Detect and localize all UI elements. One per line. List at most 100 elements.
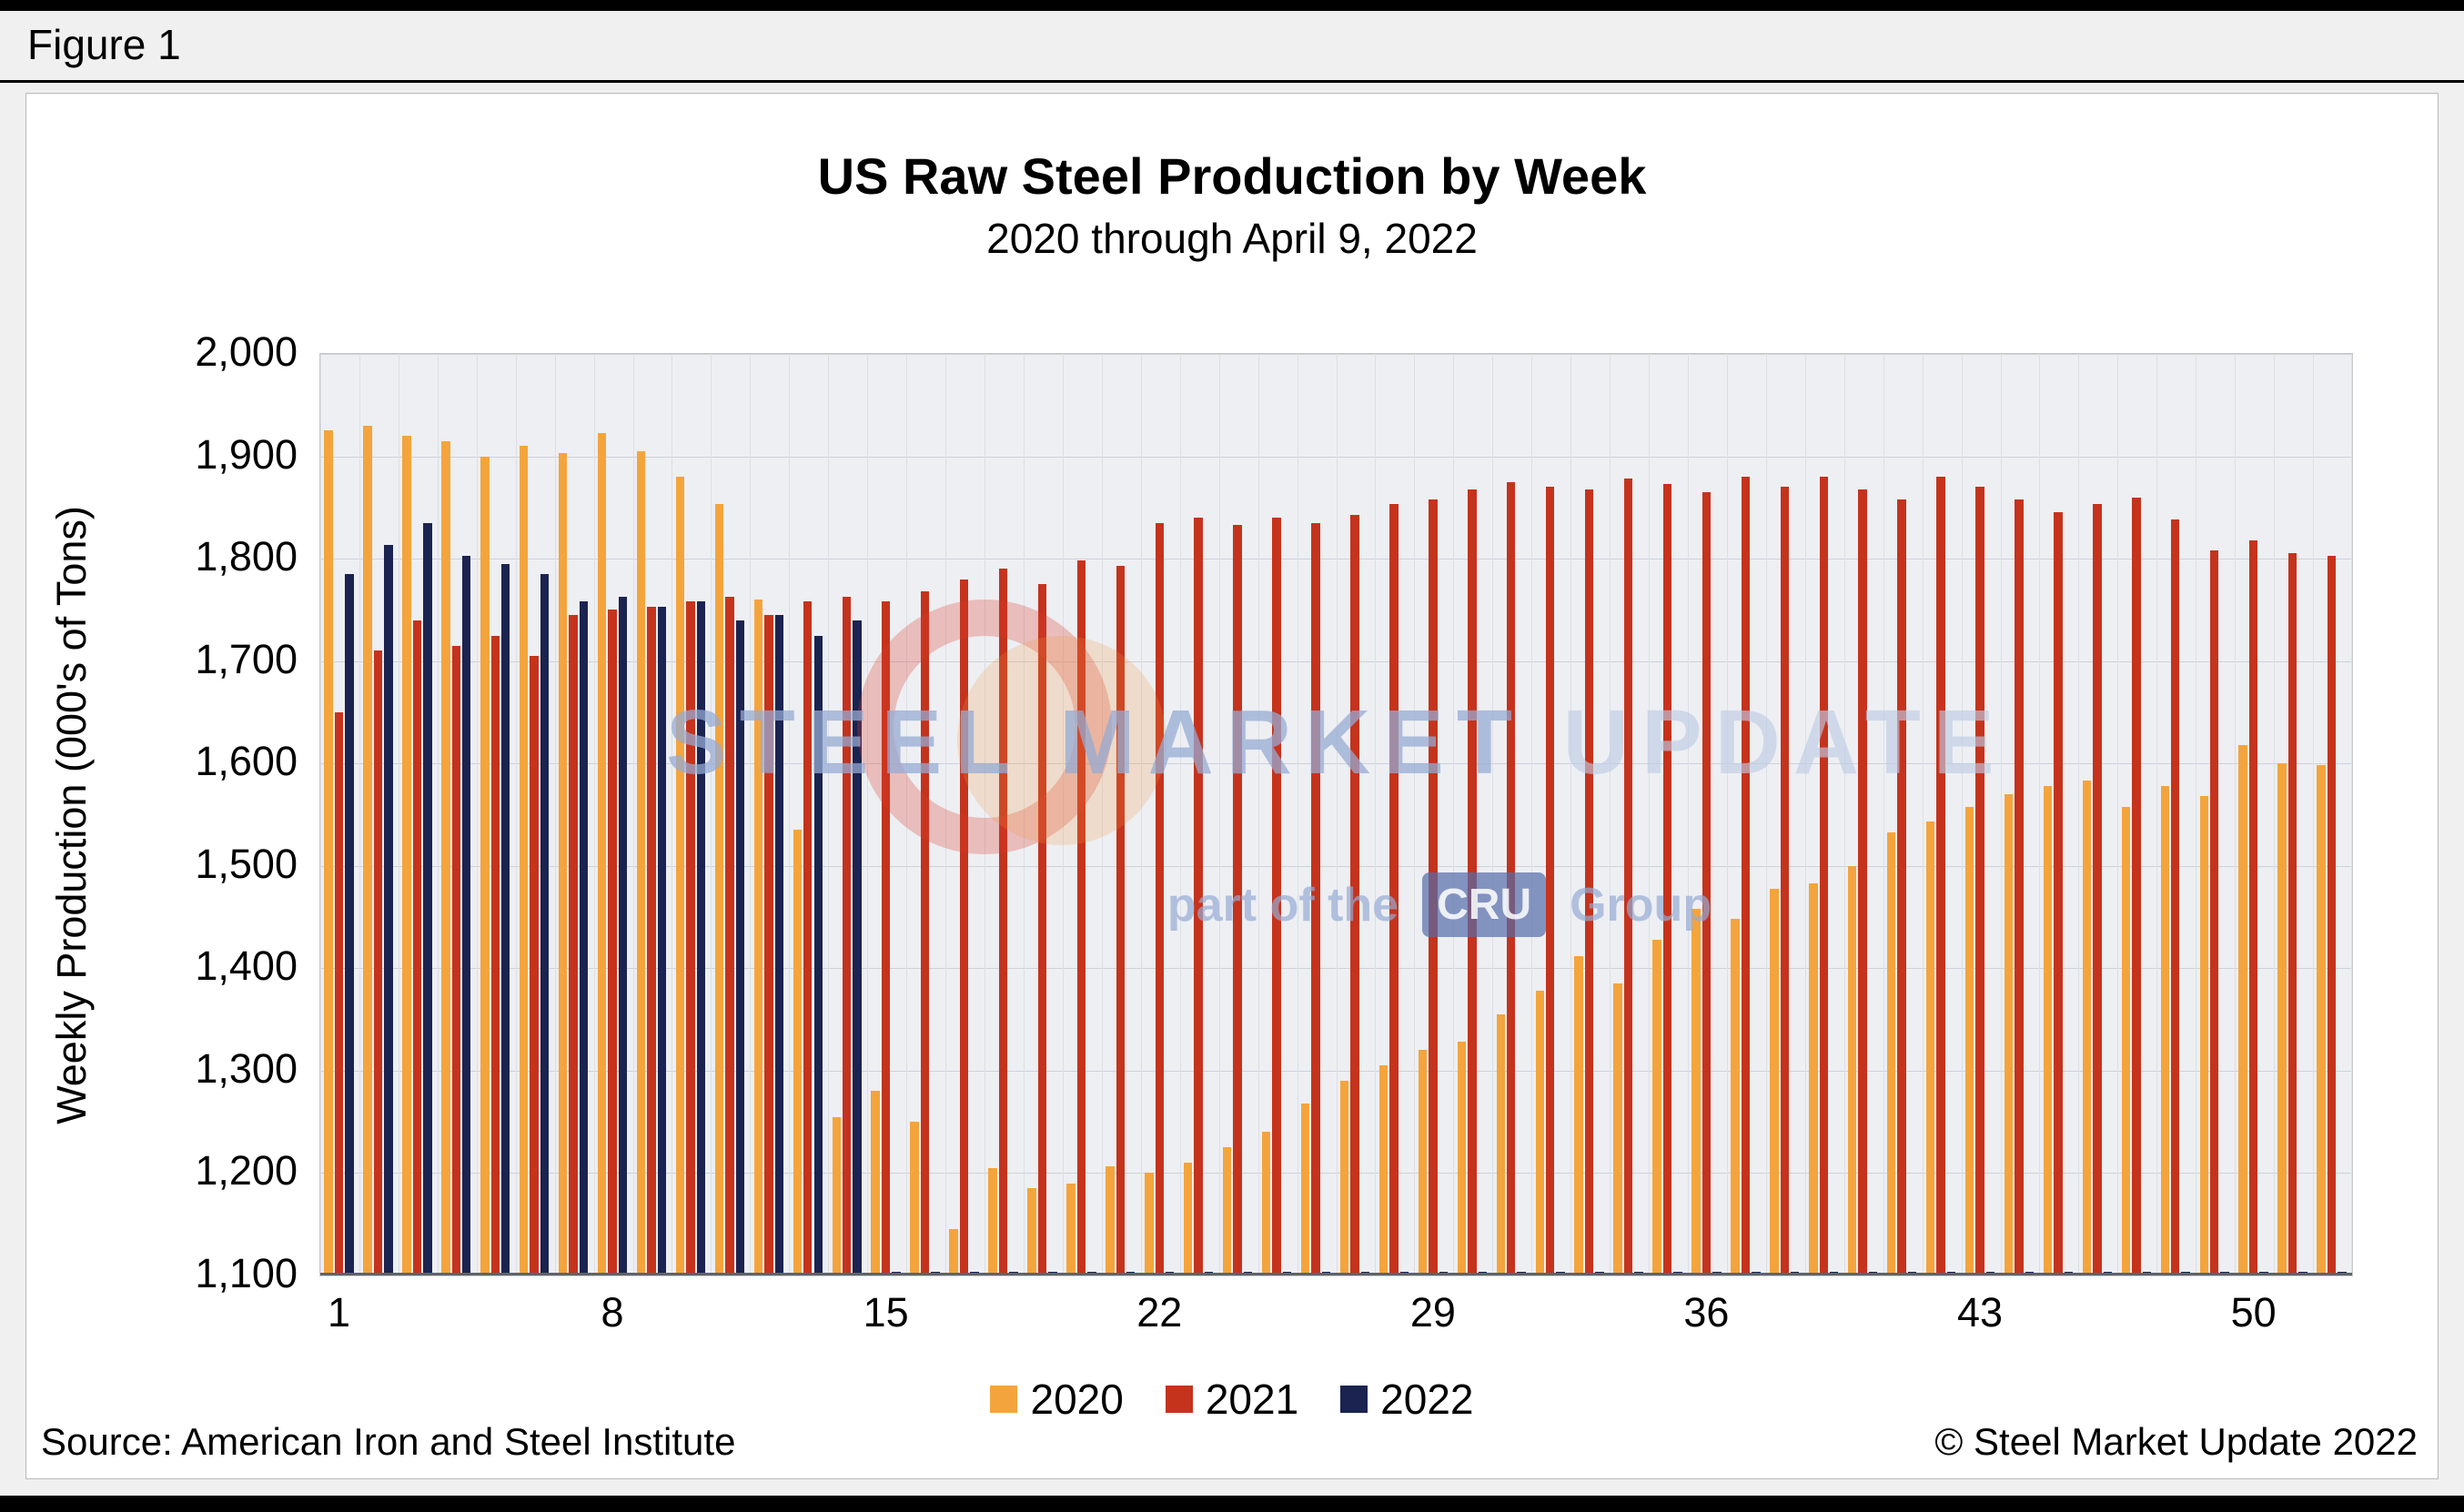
- plot-area: STEEL MARKET UPDATE part of the CRU Grou…: [319, 353, 2353, 1276]
- gridline-vertical: [945, 354, 947, 1275]
- bar-2021-w45: [2054, 512, 2063, 1275]
- bar-2020-w29: [1418, 1050, 1428, 1275]
- legend-item-2021: 2021: [1165, 1375, 1299, 1424]
- bar-2020-w19: [1027, 1188, 1036, 1275]
- bar-2022-w9: [657, 607, 667, 1275]
- gridline-vertical: [476, 354, 478, 1275]
- bar-2020-w34: [1613, 983, 1622, 1275]
- chart-panel: US Raw Steel Production by Week 2020 thr…: [25, 93, 2439, 1479]
- y-tick-label: 2,000: [195, 328, 298, 375]
- bar-2020-w36: [1691, 909, 1701, 1275]
- bar-2020-w45: [2043, 786, 2053, 1275]
- legend-label-2021: 2021: [1205, 1376, 1299, 1423]
- gridline-vertical: [1610, 354, 1611, 1275]
- gridline-vertical: [789, 354, 791, 1275]
- bar-2022-w3: [423, 522, 432, 1275]
- gridline-vertical: [2235, 354, 2237, 1275]
- bar-2021-w20: [1076, 560, 1086, 1275]
- bar-2022-w5: [500, 563, 510, 1275]
- bar-2021-w12: [764, 615, 773, 1275]
- legend-item-2020: 2020: [990, 1375, 1124, 1424]
- bar-2020-w25: [1261, 1132, 1271, 1275]
- chart-title: US Raw Steel Production by Week: [817, 147, 1647, 205]
- bar-2020-w33: [1574, 955, 1583, 1275]
- bar-2021-w22: [1155, 522, 1164, 1275]
- bar-2021-w3: [412, 620, 422, 1275]
- bar-2020-w32: [1535, 991, 1544, 1275]
- bar-2021-w50: [2248, 539, 2258, 1275]
- x-axis-line: [320, 1273, 2352, 1275]
- bar-2022-w6: [540, 574, 550, 1275]
- legend-swatch-2021: [1165, 1386, 1193, 1413]
- bar-2021-w31: [1507, 481, 1516, 1275]
- legend-swatch-2022: [1340, 1386, 1368, 1413]
- bar-2021-w36: [1702, 491, 1712, 1275]
- bar-2022-w12: [774, 615, 783, 1275]
- gridline-horizontal: [320, 1275, 2352, 1276]
- bar-2021-w11: [725, 596, 734, 1275]
- legend: 2020 2021 2022: [26, 1375, 2438, 1424]
- x-tick-label: 15: [863, 1289, 909, 1336]
- bar-2021-w35: [1662, 483, 1672, 1275]
- legend-swatch-2020: [990, 1386, 1018, 1413]
- x-tick-label: 1: [327, 1289, 350, 1336]
- bar-2020-w8: [597, 432, 607, 1275]
- gridline-vertical: [1492, 354, 1494, 1275]
- bar-2021-w1: [334, 711, 344, 1275]
- bar-2020-w52: [2317, 765, 2326, 1275]
- bar-2021-w6: [530, 656, 539, 1275]
- gridline-vertical: [515, 354, 517, 1275]
- gridline-vertical: [1922, 354, 1924, 1275]
- bar-2020-w44: [2004, 794, 2014, 1275]
- gridline-vertical: [1375, 354, 1377, 1275]
- bar-2021-w5: [490, 635, 500, 1275]
- bar-2020-w16: [910, 1122, 919, 1275]
- gridline-vertical: [1336, 354, 1338, 1275]
- bar-2021-w43: [1975, 487, 1984, 1275]
- bottom-border: [0, 1496, 2464, 1512]
- figure-label: Figure 1: [27, 21, 181, 68]
- gridline-vertical: [711, 354, 712, 1275]
- bar-2020-w13: [793, 830, 803, 1275]
- gridline-vertical: [1843, 354, 1845, 1275]
- bar-2021-w42: [1936, 477, 1945, 1275]
- bar-2020-w2: [363, 425, 372, 1275]
- bar-2021-w39: [1819, 477, 1828, 1275]
- gridline-vertical: [750, 354, 752, 1275]
- gridline-vertical: [1726, 354, 1728, 1275]
- bar-2022-w4: [462, 555, 471, 1275]
- gridline-vertical: [632, 354, 634, 1275]
- bar-2021-w2: [373, 650, 383, 1275]
- bar-2021-w21: [1116, 566, 1126, 1275]
- bar-2021-w46: [2093, 504, 2102, 1275]
- gridline-vertical: [2117, 354, 2119, 1275]
- bar-2021-w51: [2287, 553, 2297, 1275]
- bar-2020-w7: [558, 453, 568, 1275]
- bar-2021-w38: [1780, 487, 1790, 1275]
- bar-2020-w43: [1964, 806, 1974, 1275]
- bar-2021-w47: [2132, 497, 2141, 1275]
- bar-2020-w49: [2199, 796, 2208, 1275]
- bar-2021-w9: [647, 607, 656, 1275]
- gridline-vertical: [1453, 354, 1455, 1275]
- bar-2022-w11: [735, 620, 745, 1275]
- bar-2020-w30: [1457, 1042, 1467, 1275]
- bar-2021-w52: [2327, 555, 2337, 1275]
- bar-2021-w4: [451, 645, 460, 1275]
- bar-2022-w1: [345, 574, 354, 1275]
- bar-2020-w18: [988, 1167, 997, 1275]
- y-tick-label: 1,300: [195, 1044, 298, 1092]
- bar-2020-w12: [753, 600, 763, 1275]
- gridline-vertical: [1765, 354, 1767, 1275]
- bar-2020-w21: [1106, 1165, 1115, 1275]
- bar-2020-w42: [1925, 822, 1935, 1275]
- bar-2020-w1: [324, 430, 333, 1275]
- bar-2022-w10: [696, 601, 706, 1275]
- bar-2020-w47: [2121, 806, 2131, 1275]
- bar-2020-w31: [1496, 1013, 1505, 1275]
- gridline-vertical: [2039, 354, 2041, 1275]
- legend-item-2022: 2022: [1340, 1375, 1474, 1424]
- gridline-vertical: [554, 354, 556, 1275]
- bar-2020-w5: [480, 456, 490, 1275]
- bar-2021-w8: [608, 610, 617, 1275]
